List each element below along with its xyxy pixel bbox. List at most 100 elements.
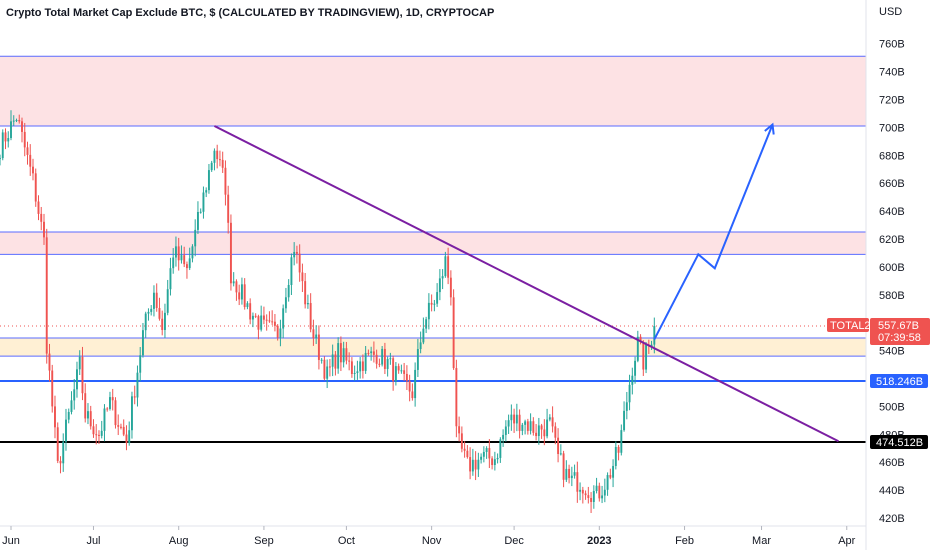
candle-body	[260, 315, 263, 330]
candle-body	[323, 359, 326, 379]
candle-body	[493, 459, 496, 465]
candle-body	[89, 411, 92, 427]
candle-body	[172, 257, 175, 269]
x-tick-label: Jun	[2, 535, 20, 547]
candle-body	[4, 132, 7, 142]
candle-body	[32, 166, 34, 174]
candle-body	[232, 281, 235, 284]
candle-body	[367, 352, 370, 354]
candle-body	[109, 397, 111, 409]
candle-body	[180, 255, 183, 261]
candle-body	[183, 255, 186, 265]
candle-body	[111, 397, 114, 401]
candle-body	[240, 284, 243, 300]
candle-body	[474, 459, 477, 470]
candle-body	[166, 289, 169, 313]
candle-body	[477, 459, 480, 470]
candle-body	[557, 437, 560, 454]
candle-body	[416, 349, 419, 370]
y-tick-label: 700B	[879, 122, 905, 134]
y-tick-label: 600B	[879, 262, 905, 274]
x-tick-label: Oct	[338, 535, 355, 547]
last-price-label: 557.67B	[878, 320, 919, 332]
candle-body	[427, 302, 430, 320]
candle-body	[392, 358, 395, 382]
candle-body	[328, 366, 331, 368]
price-level-badge	[870, 434, 928, 449]
candle-body	[361, 361, 364, 371]
candle-body	[590, 497, 593, 502]
candle-body	[620, 430, 623, 453]
candle-body	[350, 361, 353, 374]
candle-body	[353, 372, 356, 374]
candle-body	[565, 468, 568, 480]
candle-body	[485, 448, 488, 452]
candle-body	[249, 303, 252, 320]
candle-body	[284, 297, 287, 309]
candle-body	[628, 384, 631, 403]
candle-body	[125, 434, 128, 444]
candle-body	[609, 475, 612, 478]
candle-body	[320, 359, 323, 361]
candle-body	[98, 434, 100, 436]
candle-body	[298, 253, 301, 273]
candle-body	[29, 154, 32, 167]
candle-body	[161, 318, 164, 330]
candle-body	[100, 430, 103, 436]
candle-body	[535, 432, 538, 437]
candle-body	[199, 211, 202, 213]
candle-body	[381, 348, 384, 365]
candle-body	[603, 489, 606, 496]
candle-body	[526, 421, 529, 431]
candle-body	[92, 426, 95, 435]
candle-body	[268, 320, 271, 322]
candle-body	[540, 425, 543, 430]
candle-body	[480, 456, 483, 460]
candle-body	[389, 358, 392, 360]
zones-layer	[0, 55, 866, 357]
projection-layer	[653, 122, 775, 340]
candle-body	[405, 373, 408, 381]
candle-body	[356, 371, 359, 373]
candle-body	[7, 138, 10, 142]
candle-body	[202, 192, 205, 212]
candle-body	[576, 472, 579, 492]
candle-body	[45, 237, 48, 354]
candle-body	[188, 258, 191, 269]
candle-body	[595, 485, 598, 492]
candle-body	[216, 150, 219, 160]
candle-body	[606, 475, 609, 490]
candle-body	[496, 457, 499, 460]
x-tick-label: Aug	[169, 535, 189, 547]
candle-body	[625, 402, 628, 411]
candle-body	[425, 319, 428, 329]
candle-body	[18, 120, 21, 122]
candle-body	[87, 411, 89, 419]
candle-body	[221, 159, 224, 168]
candle-body	[301, 272, 304, 282]
candle-body	[504, 426, 507, 435]
currency-label: USD	[879, 6, 902, 18]
candle-body	[645, 344, 648, 370]
candle-body	[601, 495, 604, 499]
candle-body	[543, 429, 546, 437]
candle-body	[433, 303, 436, 305]
candle-body	[95, 434, 98, 436]
candle-body	[227, 194, 230, 223]
symbol-badge-label: TOTAL2	[830, 320, 871, 332]
candle-body	[254, 315, 257, 317]
y-tick-label: 720B	[879, 95, 905, 107]
candle-body	[636, 336, 639, 361]
candle-body	[334, 354, 337, 369]
candle-body	[592, 491, 595, 502]
y-tick-label: 420B	[879, 513, 905, 525]
candle-body	[375, 354, 378, 364]
candle-body	[114, 400, 117, 426]
trendline-layer	[213, 125, 839, 443]
candle-body	[441, 276, 444, 279]
candle-body	[15, 120, 18, 122]
candle-body	[518, 414, 521, 431]
x-tick-label: 2023	[587, 535, 611, 547]
candle-body	[378, 363, 381, 365]
